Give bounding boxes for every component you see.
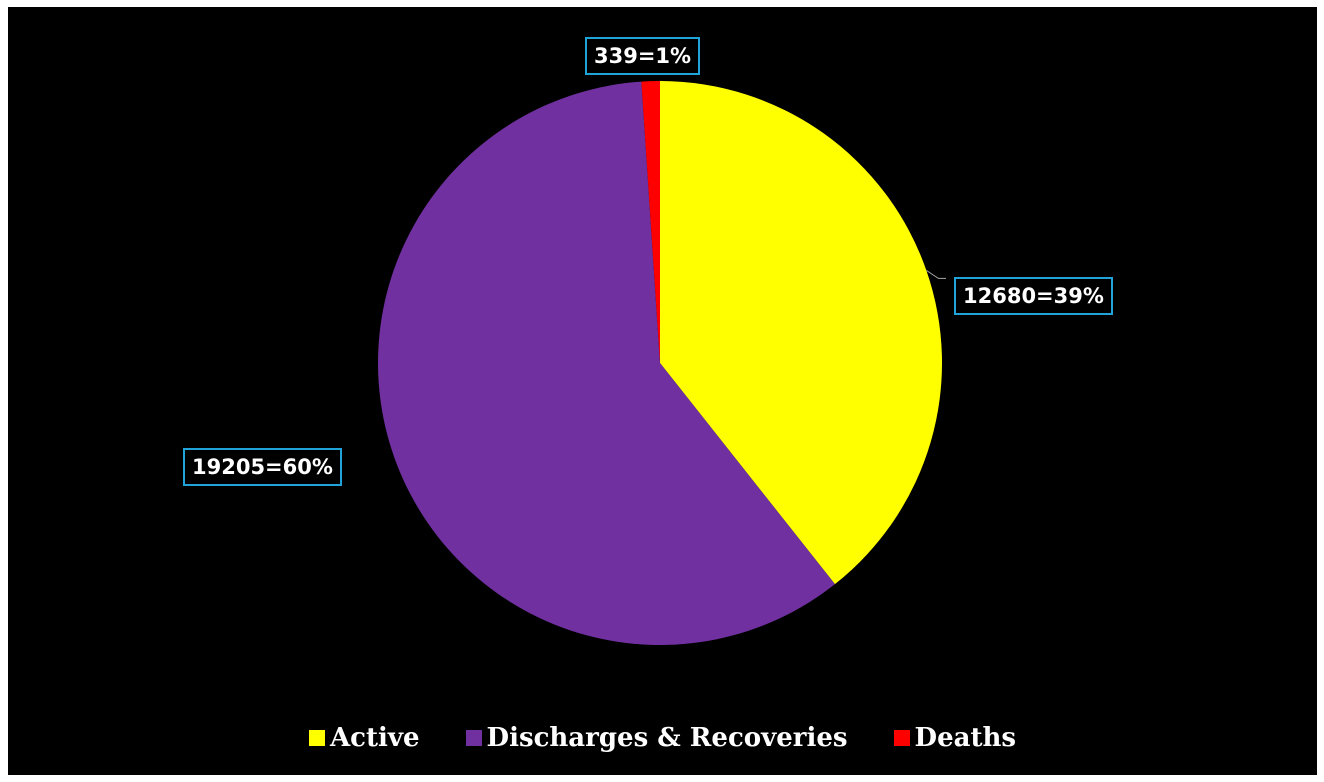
leader-line-active <box>926 269 946 279</box>
legend-label-discharges-recoveries: Discharges & Recoveries <box>486 723 848 753</box>
legend-label-deaths: Deaths <box>914 723 1017 753</box>
pie-slice-deaths <box>641 81 660 363</box>
legend-item-active: Active <box>308 723 420 753</box>
legend-label-active: Active <box>329 723 420 753</box>
legend-item-discharges-recoveries: Discharges & Recoveries <box>465 723 848 753</box>
data-label-active: 12680=39% <box>954 277 1113 315</box>
pie-slice-active <box>660 81 942 585</box>
legend-item-deaths: Deaths <box>893 723 1017 753</box>
legend-swatch-discharges-recoveries <box>465 730 482 746</box>
pie-chart <box>377 81 946 645</box>
pie-slice-discharges-recoveries <box>377 81 835 645</box>
legend-swatch-active <box>308 730 325 746</box>
chart-area: 12680=39% 19205=60% 339=1% Active Discha… <box>8 7 1317 775</box>
data-label-deaths: 339=1% <box>585 37 701 75</box>
legend-swatch-deaths <box>893 730 910 746</box>
data-label-discharges-recoveries: 19205=60% <box>183 448 342 486</box>
legend: Active Discharges & Recoveries Deaths <box>8 723 1317 753</box>
